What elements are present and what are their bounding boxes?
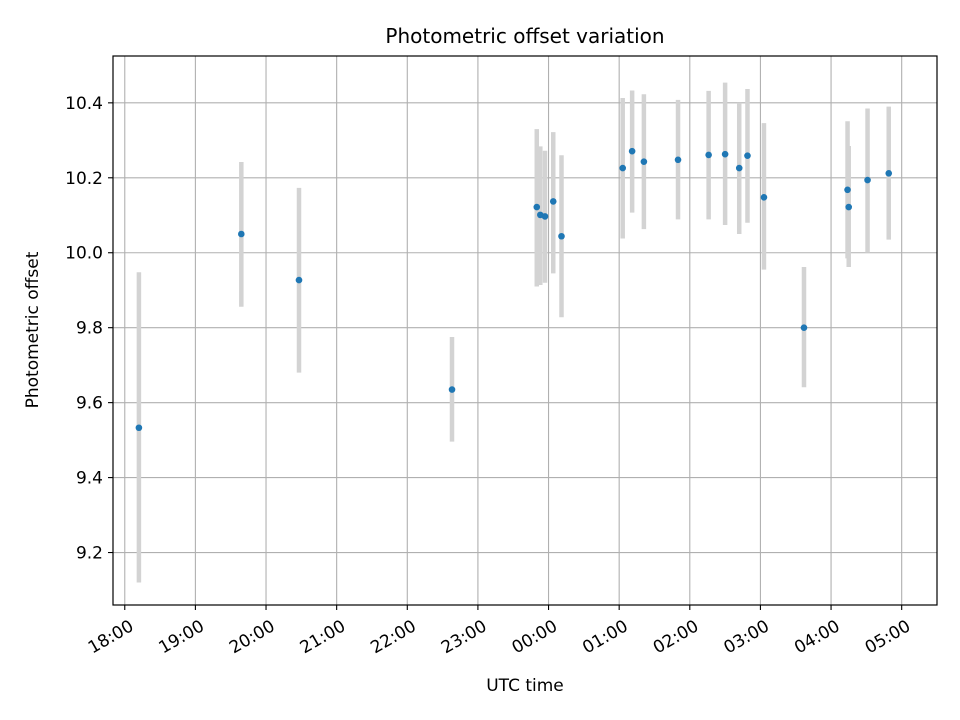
x-axis-label: UTC time [486,676,564,696]
data-point [558,232,565,240]
data-point [448,386,456,393]
data-point [744,152,751,159]
data-point [541,213,549,220]
data-point [640,158,648,165]
data-point [800,324,808,331]
data-point [885,169,893,177]
y-tick-label: 9.4 [76,469,103,489]
y-tick-label: 9.2 [76,544,103,564]
y-tick-label: 9.8 [76,319,103,339]
data-point [705,151,712,159]
y-tick-label: 10.2 [65,169,103,189]
y-tick-label: 10.4 [65,94,103,114]
data-point [845,203,853,211]
data-point [628,147,636,155]
chart-title: Photometric offset variation [385,24,664,48]
data-point [549,198,557,205]
data-point [721,150,729,158]
data-point [735,164,743,172]
marker-layer [135,147,893,432]
data-point [295,276,303,284]
data-point [760,193,768,201]
y-tick-label: 9.6 [76,394,103,414]
data-point [674,156,682,164]
data-point [533,203,541,211]
y-tick-label: 10.0 [65,244,103,264]
y-axis-label: Photometric offset [23,251,43,408]
data-point [238,230,245,238]
data-point [864,176,871,184]
data-point [844,186,851,194]
data-point [135,424,143,432]
data-point [619,164,627,172]
grid-layer [113,56,937,605]
plot-frame [112,55,938,606]
